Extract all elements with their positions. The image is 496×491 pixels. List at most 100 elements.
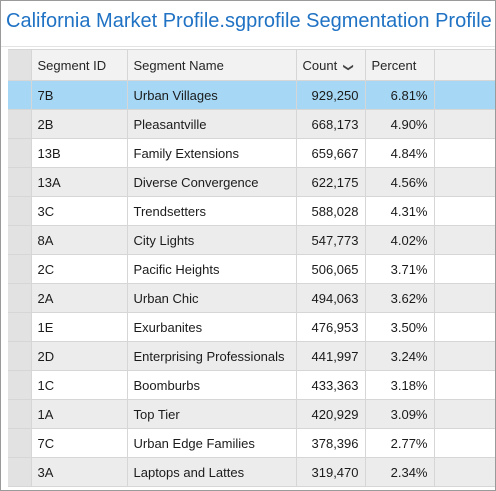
cell-percent[interactable]: 4.02% bbox=[365, 225, 435, 255]
table-row[interactable]: 7C Urban Edge Families 378,396 2.77% bbox=[8, 428, 495, 458]
row-selector-header[interactable] bbox=[8, 49, 32, 81]
title-divider bbox=[1, 46, 495, 47]
cell-percent[interactable]: 4.31% bbox=[365, 196, 435, 226]
table-row[interactable]: 1E Exurbanites 476,953 3.50% bbox=[8, 312, 495, 342]
page-title: California Market Profile.sgprofile Segm… bbox=[6, 10, 492, 32]
row-selector[interactable] bbox=[8, 341, 32, 371]
cell-segment-name[interactable]: Family Extensions bbox=[127, 138, 297, 168]
cell-count[interactable]: 433,363 bbox=[296, 370, 366, 400]
cell-segment-name[interactable]: Top Tier bbox=[127, 399, 297, 429]
table-row[interactable]: 13B Family Extensions 659,667 4.84% bbox=[8, 138, 495, 168]
cell-segment-id[interactable]: 3C bbox=[31, 196, 128, 226]
table-row[interactable]: 8A City Lights 547,773 4.02% bbox=[8, 225, 495, 255]
cell-segment-id[interactable]: 2A bbox=[31, 283, 128, 313]
row-selector[interactable] bbox=[8, 283, 32, 313]
cell-segment-id[interactable]: 2B bbox=[31, 109, 128, 139]
cell-percent[interactable]: 6.81% bbox=[365, 80, 435, 110]
cell-segment-id[interactable]: 2C bbox=[31, 254, 128, 284]
cell-segment-id[interactable]: 13B bbox=[31, 138, 128, 168]
cell-segment-id[interactable]: 1A bbox=[31, 399, 128, 429]
cell-percent[interactable]: 3.09% bbox=[365, 399, 435, 429]
cell-count[interactable]: 420,929 bbox=[296, 399, 366, 429]
cell-empty bbox=[434, 109, 495, 139]
cell-segment-name[interactable]: Trendsetters bbox=[127, 196, 297, 226]
cell-count[interactable]: 622,175 bbox=[296, 167, 366, 197]
cell-percent[interactable]: 4.84% bbox=[365, 138, 435, 168]
cell-empty bbox=[434, 138, 495, 168]
row-selector[interactable] bbox=[8, 428, 32, 458]
cell-segment-name[interactable]: Enterprising Professionals bbox=[127, 341, 297, 371]
table-row[interactable]: 3A Laptops and Lattes 319,470 2.34% bbox=[8, 457, 495, 487]
cell-count[interactable]: 659,667 bbox=[296, 138, 366, 168]
cell-percent[interactable]: 2.34% bbox=[365, 457, 435, 487]
cell-empty bbox=[434, 399, 495, 429]
column-header-count[interactable]: Count ❯ bbox=[296, 49, 366, 81]
table-row[interactable]: 2A Urban Chic 494,063 3.62% bbox=[8, 283, 495, 313]
cell-segment-id[interactable]: 7B bbox=[31, 80, 128, 110]
table-row[interactable]: 1A Top Tier 420,929 3.09% bbox=[8, 399, 495, 429]
row-selector[interactable] bbox=[8, 167, 32, 197]
cell-percent[interactable]: 4.56% bbox=[365, 167, 435, 197]
cell-count[interactable]: 929,250 bbox=[296, 80, 366, 110]
cell-count[interactable]: 378,396 bbox=[296, 428, 366, 458]
cell-percent[interactable]: 3.18% bbox=[365, 370, 435, 400]
table-row[interactable]: 2D Enterprising Professionals 441,997 3.24% bbox=[8, 341, 495, 371]
row-selector[interactable] bbox=[8, 254, 32, 284]
cell-count[interactable]: 668,173 bbox=[296, 109, 366, 139]
cell-segment-id[interactable]: 7C bbox=[31, 428, 128, 458]
cell-segment-name[interactable]: City Lights bbox=[127, 225, 297, 255]
row-selector[interactable] bbox=[8, 370, 32, 400]
cell-empty bbox=[434, 196, 495, 226]
cell-segment-id[interactable]: 3A bbox=[31, 457, 128, 487]
table-row[interactable]: 13A Diverse Convergence 622,175 4.56% bbox=[8, 167, 495, 197]
row-selector[interactable] bbox=[8, 80, 32, 110]
table-row[interactable]: 2B Pleasantville 668,173 4.90% bbox=[8, 109, 495, 139]
table-row[interactable]: 7B Urban Villages 929,250 6.81% bbox=[8, 80, 495, 110]
table-header-row: Segment ID Segment Name Count ❯ Percent bbox=[8, 49, 495, 81]
cell-segment-id[interactable]: 8A bbox=[31, 225, 128, 255]
cell-percent[interactable]: 4.90% bbox=[365, 109, 435, 139]
row-selector[interactable] bbox=[8, 399, 32, 429]
cell-segment-name[interactable]: Pleasantville bbox=[127, 109, 297, 139]
cell-percent[interactable]: 3.50% bbox=[365, 312, 435, 342]
cell-count[interactable]: 588,028 bbox=[296, 196, 366, 226]
cell-segment-name[interactable]: Boomburbs bbox=[127, 370, 297, 400]
cell-segment-id[interactable]: 2D bbox=[31, 341, 128, 371]
cell-percent[interactable]: 2.77% bbox=[365, 428, 435, 458]
cell-empty bbox=[434, 80, 495, 110]
row-selector[interactable] bbox=[8, 225, 32, 255]
cell-count[interactable]: 476,953 bbox=[296, 312, 366, 342]
table-row[interactable]: 2C Pacific Heights 506,065 3.71% bbox=[8, 254, 495, 284]
cell-segment-name[interactable]: Urban Edge Families bbox=[127, 428, 297, 458]
cell-percent[interactable]: 3.71% bbox=[365, 254, 435, 284]
chevron-down-icon[interactable]: ❯ bbox=[342, 62, 354, 72]
cell-percent[interactable]: 3.62% bbox=[365, 283, 435, 313]
cell-count[interactable]: 506,065 bbox=[296, 254, 366, 284]
table-row[interactable]: 1C Boomburbs 433,363 3.18% bbox=[8, 370, 495, 400]
cell-count[interactable]: 547,773 bbox=[296, 225, 366, 255]
cell-segment-name[interactable]: Urban Chic bbox=[127, 283, 297, 313]
table-row[interactable]: 3C Trendsetters 588,028 4.31% bbox=[8, 196, 495, 226]
row-selector[interactable] bbox=[8, 196, 32, 226]
cell-segment-name[interactable]: Urban Villages bbox=[127, 80, 297, 110]
row-selector[interactable] bbox=[8, 312, 32, 342]
cell-segment-name[interactable]: Laptops and Lattes bbox=[127, 457, 297, 487]
column-header-percent[interactable]: Percent bbox=[365, 49, 435, 81]
cell-segment-name[interactable]: Diverse Convergence bbox=[127, 167, 297, 197]
row-selector[interactable] bbox=[8, 457, 32, 487]
cell-count[interactable]: 494,063 bbox=[296, 283, 366, 313]
row-selector[interactable] bbox=[8, 109, 32, 139]
column-header-segment-id[interactable]: Segment ID bbox=[31, 49, 128, 81]
cell-empty bbox=[434, 312, 495, 342]
cell-segment-id[interactable]: 1C bbox=[31, 370, 128, 400]
cell-count[interactable]: 319,470 bbox=[296, 457, 366, 487]
cell-segment-id[interactable]: 13A bbox=[31, 167, 128, 197]
cell-percent[interactable]: 3.24% bbox=[365, 341, 435, 371]
cell-count[interactable]: 441,997 bbox=[296, 341, 366, 371]
column-header-segment-name[interactable]: Segment Name bbox=[127, 49, 297, 81]
cell-segment-name[interactable]: Exurbanites bbox=[127, 312, 297, 342]
column-header-count-label: Count bbox=[302, 57, 338, 73]
row-selector[interactable] bbox=[8, 138, 32, 168]
cell-segment-name[interactable]: Pacific Heights bbox=[127, 254, 297, 284]
cell-segment-id[interactable]: 1E bbox=[31, 312, 128, 342]
